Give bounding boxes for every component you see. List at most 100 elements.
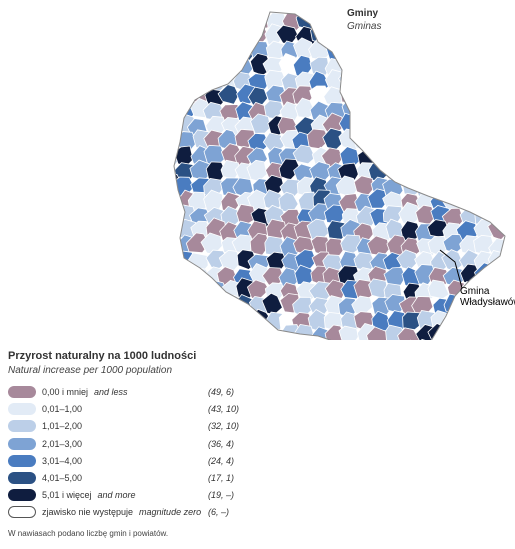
gmina-area — [189, 278, 210, 300]
gmina-area — [412, 68, 433, 89]
gmina-area — [397, 327, 421, 340]
gmina-area — [446, 57, 467, 79]
legend-label-pl: 0,01–1,00 — [42, 404, 83, 415]
gmina-area — [204, 12, 224, 15]
gmina-area — [381, 40, 405, 61]
gmina-area — [429, 87, 452, 108]
legend-label-pl: 0,00 i mniej — [42, 387, 89, 397]
gmina-area — [352, 103, 376, 124]
gmina-area — [295, 338, 316, 340]
gmina-area — [386, 71, 408, 93]
gmina-area — [219, 12, 243, 18]
gmina-area — [355, 205, 377, 227]
gmina-area — [457, 308, 478, 330]
gmina-area — [326, 12, 350, 19]
legend-item: 2,01–3,00 (36, 4) — [8, 436, 268, 453]
legend-label-pl: zjawisko nie występuje — [42, 507, 134, 518]
gmina-area — [203, 54, 226, 75]
legend-count: (49, 6) — [208, 387, 235, 397]
gmina-area — [490, 85, 505, 107]
gmina-area — [235, 338, 256, 340]
gmina-area — [475, 86, 498, 108]
gmina-area — [262, 338, 285, 340]
gmina-area — [489, 25, 505, 46]
gmina-area — [174, 219, 180, 241]
legend-label-pl: 4,01–5,00 — [42, 472, 83, 483]
gmina-area — [459, 82, 482, 106]
gmina-area — [490, 264, 505, 286]
gmina-area — [445, 115, 467, 136]
gmina-area — [396, 114, 420, 138]
gmina-area — [190, 70, 212, 93]
legend-label-pl: 1,01–2,00 — [42, 421, 83, 432]
gmina-area — [440, 102, 465, 125]
legend-swatch — [8, 471, 36, 484]
gmina-area — [381, 147, 404, 169]
gmina-area — [205, 323, 227, 340]
gmina-area — [415, 159, 435, 180]
gmina-area — [174, 323, 180, 340]
legend-label: 3,01–4,00 — [42, 456, 82, 466]
gmina-area — [174, 266, 181, 289]
legend-item: 3,01–4,00 (24, 4) — [8, 453, 268, 470]
gmina-area — [475, 54, 497, 76]
gmina-area — [398, 98, 420, 121]
gmina-area — [174, 24, 194, 47]
gmina-area — [174, 12, 179, 33]
gmina-area — [250, 113, 272, 134]
gmina-area — [443, 325, 464, 340]
gmina-area — [192, 325, 214, 340]
footnote: W nawiasach podano liczbę gmin i powiató… — [8, 529, 169, 538]
gmina-area — [490, 41, 505, 64]
gmina-area — [341, 41, 362, 63]
legend-item: 0,01–1,00 (43, 10) — [8, 401, 268, 418]
gmina-area — [446, 88, 469, 110]
gmina-area — [413, 130, 435, 151]
gmina-area — [399, 12, 421, 32]
gmina-area — [428, 116, 450, 138]
gmina-area — [474, 191, 497, 213]
gmina-area — [411, 86, 435, 110]
gmina-area — [207, 309, 228, 329]
gmina-area — [491, 312, 505, 334]
gmina-area — [175, 327, 198, 340]
legend-swatch — [8, 489, 36, 502]
callout-leader-line — [439, 249, 463, 289]
gmina-area — [202, 12, 224, 30]
gmina-area — [292, 144, 316, 165]
gmina-area — [248, 327, 270, 340]
gmina-area — [459, 128, 481, 151]
legend-item: 4,01–5,00 (17, 1) — [8, 470, 268, 487]
gmina-area — [174, 191, 182, 214]
legend-item: zjawisko nie występuje magnitude zero (6, … — [8, 504, 268, 521]
gmina-area — [400, 144, 421, 167]
legend-count: (17, 1) — [208, 472, 235, 483]
gmina-area — [427, 70, 448, 92]
gmina-area — [429, 12, 450, 33]
callout-line-1: Gmina — [460, 286, 490, 297]
gmina-area — [386, 132, 409, 153]
gmina-area — [220, 27, 243, 49]
gmina-area — [174, 115, 181, 137]
gmina-area — [488, 113, 505, 137]
gmina-area — [396, 42, 420, 62]
gmina-area — [462, 69, 482, 90]
legend-label-pl: 2,01–3,00 — [42, 438, 83, 449]
gmina-area — [186, 295, 209, 315]
gmina-area — [445, 132, 467, 152]
gmina-area — [414, 102, 436, 123]
gmina-area — [475, 130, 500, 152]
gmina-area — [174, 279, 178, 302]
legend: Przyrost naturalny na 1000 ludności Natu… — [8, 350, 268, 522]
gmina-area — [188, 26, 211, 49]
gmina-area — [415, 57, 437, 78]
gmina-area — [442, 72, 465, 93]
legend-count: (36, 4) — [208, 438, 235, 449]
gmina-area — [491, 207, 505, 229]
legend-label-pl: 3,01–4,00 — [42, 455, 83, 466]
gmina-area — [232, 12, 254, 29]
callout-line-2: Władysławów — [460, 297, 515, 308]
legend-item: 1,01–2,00 (32, 10) — [8, 418, 268, 435]
legend-label: 5,01 i więcej and more — [42, 490, 136, 500]
gmina-area — [461, 176, 482, 199]
